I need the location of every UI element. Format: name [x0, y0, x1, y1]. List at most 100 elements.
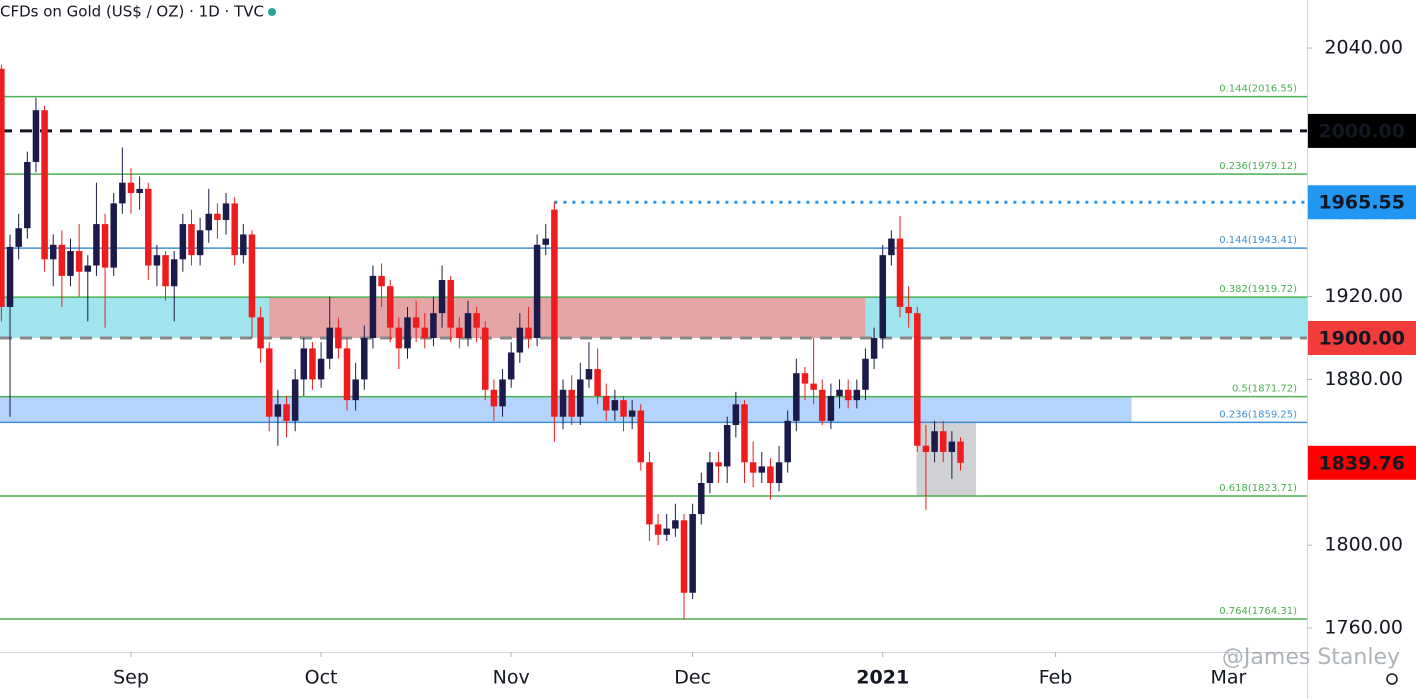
axes: 1760.001800.001840.001880.001920.001960.… [113, 37, 1416, 689]
candle-body [343, 348, 351, 401]
candle-body [542, 238, 549, 245]
candle-body [758, 466, 766, 473]
candle-body [525, 327, 532, 339]
candle-body [490, 389, 498, 407]
settings-icon[interactable] [1386, 673, 1398, 685]
candle-body [784, 420, 791, 463]
price-badge-label: 1965.55 [1318, 192, 1405, 214]
x-tick-label: Nov [493, 667, 530, 689]
candle-body [741, 404, 748, 463]
level-label: 0.382(1919.72) [1219, 284, 1297, 295]
candle-body [335, 327, 342, 349]
level-label: 0.5(1871.72) [1232, 384, 1297, 395]
candle-body [948, 441, 956, 452]
candle-body [136, 188, 143, 194]
candle-body [585, 369, 593, 380]
candle-body [914, 313, 921, 446]
y-tick-label: 2040.00 [1324, 37, 1403, 59]
zone [269, 296, 866, 339]
candle-body [447, 280, 454, 328]
candle-body [568, 389, 575, 417]
candle-body [706, 462, 714, 483]
candle-body [58, 244, 66, 276]
candle-body [162, 255, 169, 287]
candle-body [533, 244, 541, 339]
candle-body [274, 404, 282, 417]
level-label: 0.618(1823.71) [1219, 483, 1297, 494]
candle-body [819, 389, 826, 421]
candle-body [67, 251, 74, 276]
candle-body [905, 306, 912, 314]
x-tick-label: Dec [674, 667, 711, 689]
candle-body [888, 238, 895, 256]
candle-body [862, 358, 869, 390]
candle-body [352, 379, 359, 401]
candle-body [75, 251, 83, 272]
watermark: @James Stanley [1222, 645, 1400, 670]
candle-body [853, 389, 861, 401]
level-label: 0.764(1764.31) [1219, 606, 1297, 617]
candle-body [663, 528, 670, 535]
candle-body [300, 348, 308, 380]
candle-body [602, 396, 610, 411]
price-badge-label: 1900.00 [1318, 328, 1405, 350]
candle-body [32, 110, 40, 162]
candle-body [715, 462, 722, 467]
candle-body [870, 338, 878, 359]
candle-body [119, 182, 126, 204]
candle-body [291, 379, 299, 421]
candle-body [24, 161, 31, 229]
candle-body [473, 313, 480, 328]
plot-area: 0.144(2016.55) 0.236(1979.12) 0.144(1943.4… [0, 64, 1307, 620]
candle-body [646, 462, 653, 525]
candle-body [767, 466, 774, 483]
candle-body [698, 482, 705, 515]
candle-body [93, 224, 100, 266]
candle-body [6, 246, 14, 307]
candle-body [516, 327, 524, 353]
candle-body [594, 369, 601, 397]
level-label: 0.144(2016.55) [1219, 84, 1297, 95]
y-tick-label: 1880.00 [1324, 368, 1403, 390]
candle-body [672, 520, 679, 529]
candle-body [41, 110, 48, 260]
x-tick-label: Mar [1210, 667, 1246, 689]
level-label: 0.144(1943.41) [1219, 235, 1297, 246]
candle-body [464, 313, 472, 339]
candle-body [395, 327, 403, 349]
candle-body [551, 209, 558, 417]
candle-body [438, 280, 446, 314]
level-label: 0.236(1979.12) [1219, 161, 1297, 172]
candle-body [15, 228, 22, 247]
candle-body [248, 234, 256, 318]
candle-body [456, 327, 463, 339]
candle-body [654, 524, 662, 535]
candle-body [749, 462, 757, 473]
candle-body [732, 404, 740, 426]
candle-body [240, 234, 247, 256]
candle-body [265, 348, 273, 417]
price-badge [1308, 445, 1416, 480]
candle-body [775, 462, 783, 483]
candle-body [836, 389, 843, 397]
candle-body [153, 255, 161, 266]
candle-body [84, 265, 92, 272]
candle-body [499, 379, 506, 407]
candle-body [922, 445, 930, 452]
candle-body [689, 514, 696, 593]
x-tick-label: Sep [113, 667, 149, 689]
candle-body [577, 379, 584, 417]
candle-body [957, 441, 964, 463]
candle-body [628, 410, 636, 417]
candle-body [222, 203, 230, 220]
candle-body [412, 317, 420, 328]
candle-body [723, 425, 731, 467]
level-label: 0.236(1859.25) [1219, 409, 1297, 420]
candle-body [110, 203, 117, 268]
candle-body [482, 327, 489, 390]
candle-body [620, 400, 627, 417]
candle-body [430, 313, 437, 339]
y-tick-label: 1920.00 [1324, 285, 1403, 307]
candle-body [404, 317, 411, 349]
candle-body [421, 327, 429, 339]
